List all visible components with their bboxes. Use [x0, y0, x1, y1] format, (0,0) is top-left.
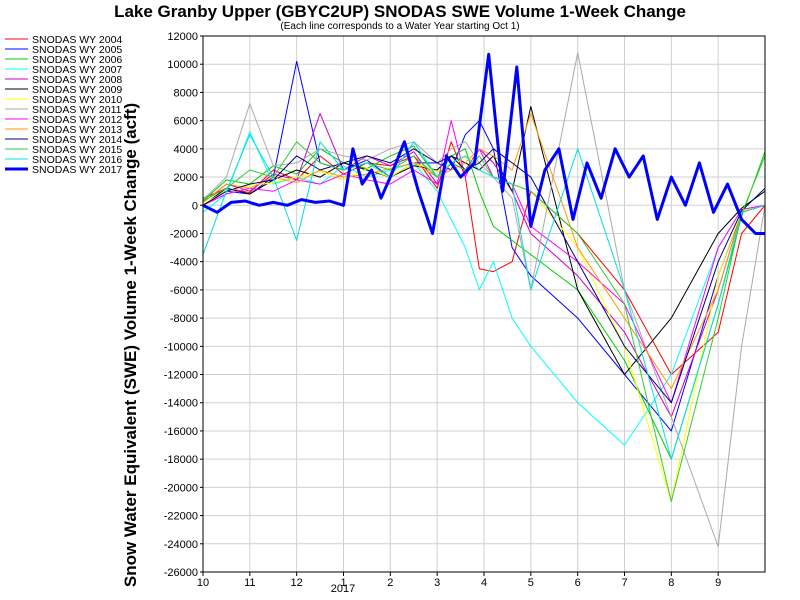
legend-item: SNODAS WY 2012	[32, 114, 122, 126]
y-tick-label: 4000	[174, 144, 198, 156]
x-tick-label: 10	[197, 577, 209, 589]
y-tick-label: -8000	[170, 313, 198, 325]
y-tick-label: 8000	[174, 87, 198, 99]
x-tick-label: 8	[668, 577, 674, 589]
series-line	[202, 141, 766, 375]
x-tick-label: 9	[715, 577, 721, 589]
y-axis-label: Snow Water Equivalent (SWE) Volume 1-Wee…	[121, 103, 140, 587]
series-line	[202, 52, 765, 235]
legend-item: SNODAS WY 2013	[32, 124, 122, 136]
y-tick-label: -2000	[170, 228, 198, 240]
y-tick-label: -18000	[164, 454, 198, 466]
y-tick-label: -6000	[170, 285, 198, 297]
x-tick-label: 6	[575, 577, 581, 589]
y-tick-label: 12000	[167, 31, 198, 43]
series-line	[202, 113, 766, 390]
legend-item: SNODAS WY 2015	[32, 144, 122, 156]
legend-item: SNODAS WY 2010	[32, 94, 122, 106]
x-tick-label: 11	[244, 577, 255, 589]
y-tick-label: 10000	[167, 59, 198, 71]
x-tick-label: 12	[291, 577, 303, 589]
series-line	[202, 148, 766, 404]
legend-item: SNODAS WY 2009	[32, 84, 122, 96]
x-tick-label: 1	[340, 577, 346, 589]
x-tick-label: 4	[481, 577, 487, 589]
legend-item: SNODAS WY 2016	[32, 154, 122, 166]
legend-item: SNODAS WY 2014	[32, 134, 122, 146]
y-tick-label: -22000	[164, 511, 198, 523]
series-line	[202, 120, 766, 404]
y-tick-label: 0	[192, 200, 198, 212]
y-tick-label: -26000	[164, 567, 198, 579]
legend-item: SNODAS WY 2007	[32, 64, 122, 76]
y-tick-label: -4000	[170, 257, 198, 269]
y-axis: 12000 10000 8000 6000 4000 2000 0 -2000 -4000 -60…	[164, 31, 203, 579]
legend-item: SNODAS WY 2006	[32, 54, 122, 66]
x-tick-label: 5	[528, 577, 534, 589]
y-tick-label: -14000	[164, 398, 198, 410]
legend-item: SNODAS WY 2008	[32, 74, 122, 86]
y-tick-label: -24000	[164, 539, 198, 551]
series-line	[202, 156, 766, 502]
x-year-label: 2017	[331, 583, 355, 595]
y-tick-label: -16000	[164, 426, 198, 438]
x-tick-label: 3	[434, 577, 440, 589]
y-tick-label: -20000	[164, 482, 198, 494]
y-tick-label: 2000	[174, 172, 198, 184]
y-tick-label: -10000	[164, 341, 198, 353]
y-tick-label: 6000	[174, 116, 198, 128]
chart-title: Lake Granby Upper (GBYC2UP) SNODAS SWE V…	[114, 2, 686, 21]
legend-item: SNODAS WY 2004	[32, 34, 122, 46]
series-layer	[202, 52, 766, 548]
x-tick-label: 2	[387, 577, 393, 589]
x-tick-label: 7	[621, 577, 627, 589]
legend-item: SNODAS WY 2017	[32, 164, 122, 176]
x-axis: 10 11 12 1 2 3 4 5 6 7 8 9	[197, 572, 721, 589]
y-tick-label: -12000	[164, 370, 198, 382]
chart-subtitle: (Each line corresponds to a Water Year s…	[280, 21, 519, 32]
legend-item: SNODAS WY 2011	[32, 104, 122, 116]
legend-item: SNODAS WY 2005	[32, 44, 122, 56]
